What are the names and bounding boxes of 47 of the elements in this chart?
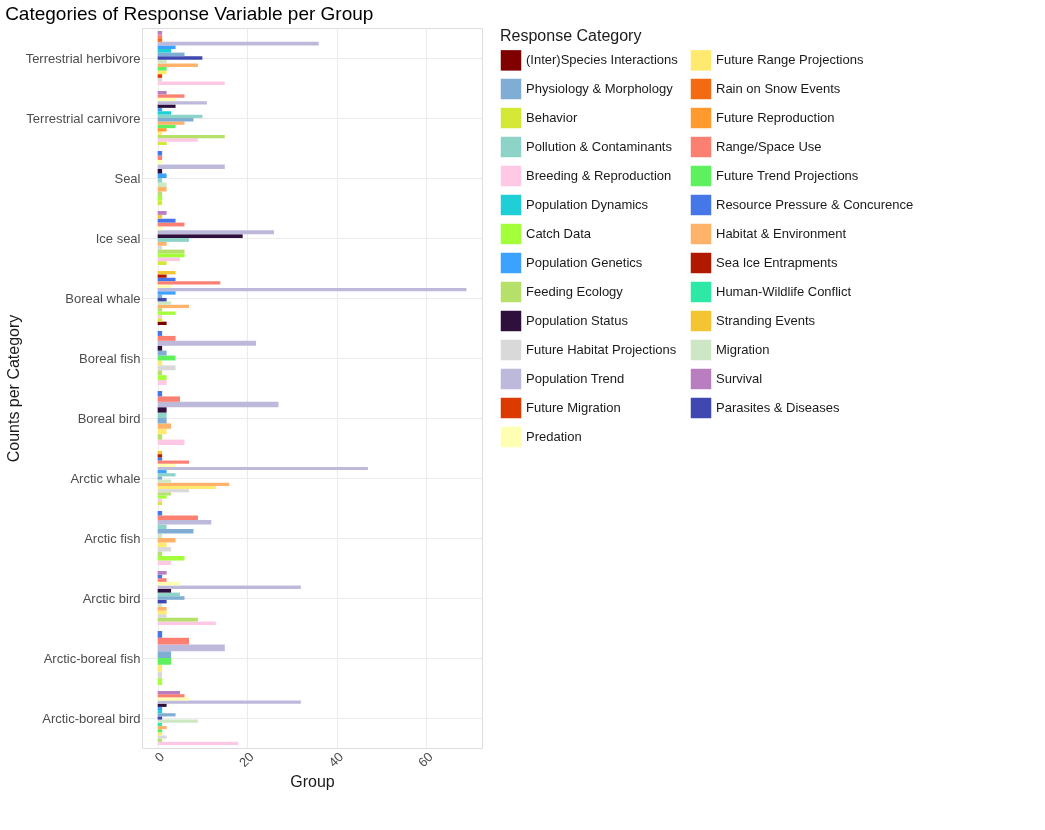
legend-label: Future Migration bbox=[526, 400, 621, 415]
y-tick-label: Arctic whale bbox=[70, 470, 141, 486]
x-axis-title: Group bbox=[290, 772, 335, 790]
y-tick-label: Arctic bird bbox=[82, 590, 141, 606]
y-tick-label: Arctic-boreal bird bbox=[42, 710, 141, 726]
legend-label: Population Genetics bbox=[526, 255, 643, 270]
x-tick-label: 0 bbox=[151, 749, 168, 765]
legend-label: Resource Pressure & Concurence bbox=[716, 197, 914, 212]
y-tick-label: Terrestrial carnivore bbox=[26, 110, 141, 126]
y-tick-label: Boreal fish bbox=[79, 350, 141, 366]
legend-label: Population Status bbox=[526, 313, 629, 328]
y-tick-label: Ice seal bbox=[95, 230, 141, 246]
legend-label: Human-Wildlife Conflict bbox=[716, 284, 852, 299]
y-tick-label: Seal bbox=[114, 170, 141, 186]
legend-label: Future Habitat Projections bbox=[526, 342, 677, 357]
legend-label: Predation bbox=[526, 429, 582, 444]
y-axis-title: Counts per Category bbox=[4, 314, 22, 463]
legend-label: Breeding & Reproduction bbox=[526, 168, 672, 183]
legend-label: Sea Ice Entrapments bbox=[716, 255, 838, 270]
legend-label: Feeding Ecology bbox=[526, 284, 624, 299]
legend-label: Population Dynamics bbox=[526, 197, 649, 212]
legend-label: Physiology & Morphology bbox=[526, 81, 674, 96]
legend-label: Behavior bbox=[526, 110, 578, 125]
legend-label: (Inter)Species Interactions bbox=[526, 52, 679, 68]
y-tick-label: Boreal whale bbox=[65, 290, 141, 306]
legend-label: Population Trend bbox=[526, 371, 625, 386]
legend-label: Rain on Snow Events bbox=[716, 81, 841, 96]
x-tick-label: 20 bbox=[235, 749, 257, 770]
legend-label: Parasites & Diseases bbox=[716, 400, 841, 415]
legend-label: Migration bbox=[716, 342, 770, 357]
legend-label: Future Trend Projections bbox=[716, 168, 859, 183]
legend-label: Habitat & Environment bbox=[716, 226, 847, 241]
legend-label: Range/Space Use bbox=[716, 139, 822, 154]
y-tick-label: Terrestrial herbivore bbox=[25, 50, 141, 66]
x-tick-label: 40 bbox=[325, 749, 347, 770]
legend-label: Stranding Events bbox=[716, 313, 816, 328]
y-tick-label: Arctic fish bbox=[84, 530, 141, 546]
y-tick-label: Boreal bird bbox=[77, 410, 141, 426]
x-tick-label: 60 bbox=[414, 749, 436, 770]
legend-label: Future Range Projections bbox=[716, 52, 864, 68]
legend-label: Catch Data bbox=[526, 226, 592, 241]
chart-title: Categories of Response Variable per Group bbox=[5, 3, 374, 24]
legend-title: Response Category bbox=[500, 27, 642, 44]
y-tick-label: Arctic-boreal fish bbox=[43, 650, 141, 666]
legend-label: Future Reproduction bbox=[716, 110, 835, 125]
legend-label: Pollution & Contaminants bbox=[526, 139, 673, 154]
legend-label: Survival bbox=[716, 371, 763, 386]
